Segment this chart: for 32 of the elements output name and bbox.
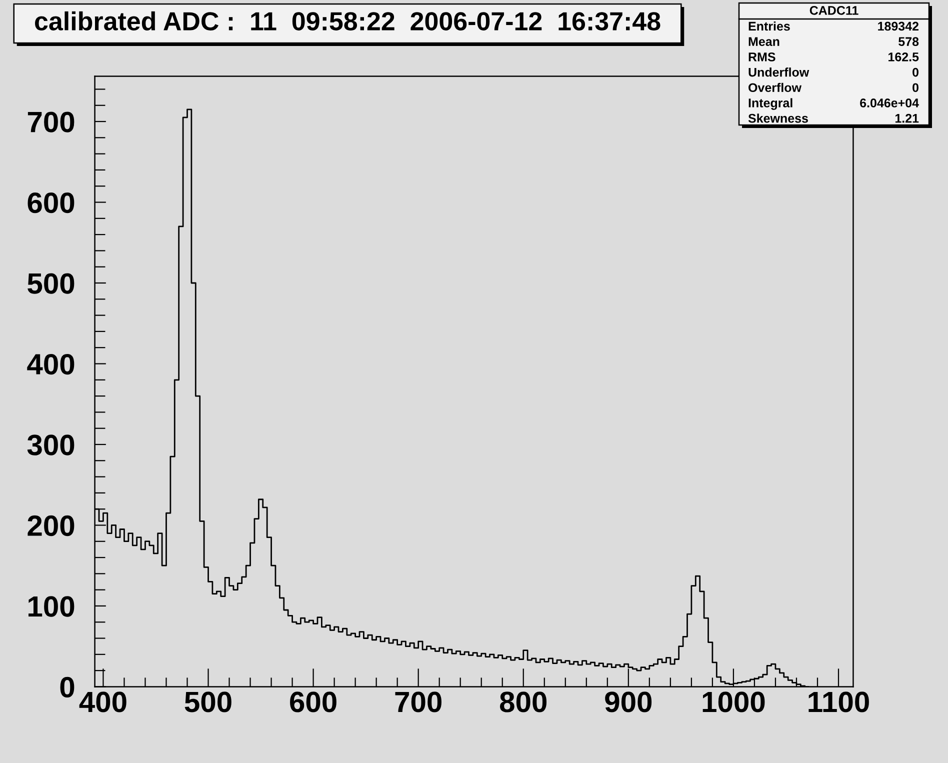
text: 578: [898, 37, 919, 46]
y-tick-label: 500: [28, 273, 74, 294]
annotation: Underflow: [748, 68, 810, 77]
x-tick-label: 900: [605, 692, 652, 712]
text: 0: [912, 68, 918, 77]
x-tick-label: 1000: [702, 692, 765, 712]
text: 1.21: [895, 114, 919, 123]
y-tick-label: 700: [28, 112, 74, 132]
y-tick-label: 300: [27, 434, 74, 456]
annotation: Overflow: [748, 82, 802, 92]
text: 162.5: [888, 52, 919, 62]
x-tick-label: 400: [79, 692, 126, 712]
text: 6.046e+04: [860, 98, 919, 108]
x-tick-label: 500: [184, 692, 232, 712]
chart-title: calibrated ADC : 11 09:58:22 2006-07-12 16:37:48: [35, 11, 660, 31]
y-tick-label: 400: [27, 354, 74, 375]
y-tick-label: 600: [28, 192, 74, 214]
annotation: Integral: [748, 98, 792, 110]
x-tick-label: 800: [500, 692, 547, 712]
text: 189342: [878, 22, 919, 31]
y-tick-label: 100: [28, 596, 74, 617]
x-tick-label: 700: [395, 692, 442, 712]
annotation: Skewness: [748, 114, 808, 123]
y-tick-label: 0: [60, 676, 74, 698]
text: CADC11: [810, 6, 858, 15]
text: 0: [912, 83, 918, 92]
x-tick-label: 600: [290, 692, 336, 712]
text: Entries: [748, 21, 790, 31]
y-tick-label: 200: [28, 515, 74, 536]
x-tick-label: 1100: [808, 692, 869, 712]
text: Mean: [748, 37, 780, 46]
text: RMS: [748, 52, 776, 62]
